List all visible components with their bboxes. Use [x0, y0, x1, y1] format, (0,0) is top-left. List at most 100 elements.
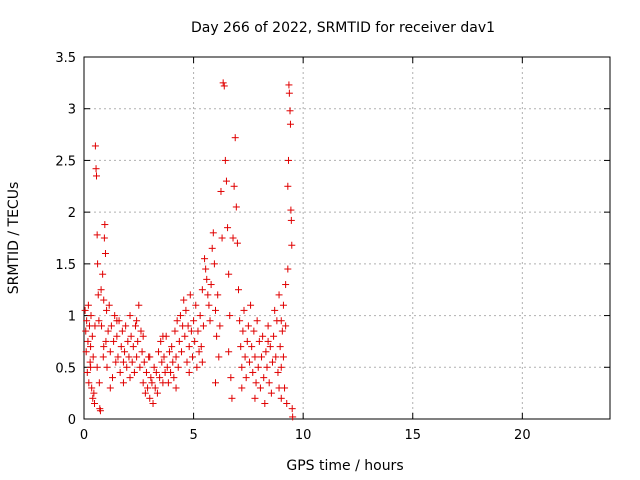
data-point	[163, 363, 171, 371]
data-point	[178, 348, 186, 356]
data-point	[139, 379, 147, 387]
data-point	[106, 348, 114, 356]
data-point	[175, 337, 183, 345]
data-point	[235, 286, 243, 294]
data-point	[139, 332, 147, 340]
data-point	[82, 348, 90, 356]
data-point	[282, 322, 290, 330]
data-point	[250, 327, 258, 335]
data-point	[277, 363, 285, 371]
data-point	[155, 348, 163, 356]
data-point	[113, 317, 121, 325]
data-point	[133, 317, 141, 325]
data-point	[256, 384, 264, 392]
data-point	[229, 234, 237, 242]
data-point	[119, 358, 127, 366]
data-point	[276, 343, 284, 351]
y-tick-label: 2.5	[55, 154, 76, 169]
data-point	[173, 317, 181, 325]
data-point	[146, 394, 154, 402]
data-point	[88, 332, 96, 340]
data-point	[127, 332, 135, 340]
data-point	[244, 322, 252, 330]
data-point	[112, 358, 120, 366]
data-point	[268, 358, 276, 366]
data-point	[83, 317, 91, 325]
data-point	[287, 216, 295, 224]
data-point	[164, 379, 172, 387]
data-point	[286, 107, 294, 115]
data-point	[288, 241, 296, 249]
data-point	[270, 332, 278, 340]
data-point	[97, 286, 105, 294]
data-point	[142, 368, 150, 376]
data-point	[255, 337, 263, 345]
data-point	[123, 363, 131, 371]
data-point	[230, 182, 238, 190]
data-point	[87, 343, 95, 351]
data-point	[267, 389, 275, 397]
data-point	[148, 379, 156, 387]
data-point	[263, 363, 271, 371]
plot-frame	[83, 56, 611, 420]
data-point	[261, 399, 269, 407]
data-point	[84, 301, 92, 309]
data-points	[81, 79, 297, 421]
data-point	[262, 348, 270, 356]
data-point	[283, 399, 291, 407]
data-point	[232, 203, 240, 211]
data-point	[187, 327, 195, 335]
data-point	[91, 322, 99, 330]
data-point	[101, 221, 109, 229]
data-point	[216, 322, 224, 330]
data-point	[105, 301, 113, 309]
data-point	[248, 343, 256, 351]
data-point	[201, 255, 209, 263]
data-point	[116, 368, 124, 376]
data-point	[236, 317, 244, 325]
data-point	[146, 353, 154, 361]
data-point	[174, 363, 182, 371]
data-point	[88, 384, 96, 392]
data-point	[217, 187, 225, 195]
y-tick-label: 1	[68, 310, 76, 325]
y-tick-label: 3.5	[55, 51, 76, 66]
data-point	[288, 405, 296, 413]
data-point	[144, 384, 152, 392]
data-point	[181, 332, 189, 340]
data-point	[159, 332, 167, 340]
data-point	[96, 407, 104, 415]
data-point	[218, 234, 226, 242]
data-point	[104, 327, 112, 335]
data-point	[227, 374, 235, 382]
data-point	[106, 384, 114, 392]
data-point	[196, 312, 204, 320]
chart-title: Day 266 of 2022, SRMTID for receiver dav…	[191, 20, 495, 36]
data-point	[210, 260, 218, 268]
data-point	[237, 343, 245, 351]
data-point	[213, 332, 221, 340]
data-point	[95, 379, 103, 387]
data-point	[100, 296, 108, 304]
data-point	[132, 322, 140, 330]
data-point	[225, 348, 233, 356]
data-point	[274, 368, 282, 376]
data-point	[176, 312, 184, 320]
data-point	[194, 327, 202, 335]
data-point	[122, 322, 130, 330]
data-point	[89, 353, 97, 361]
x-tick-label: 10	[295, 428, 312, 443]
data-point	[130, 368, 138, 376]
data-point	[208, 244, 216, 252]
data-point	[251, 353, 259, 361]
data-point	[172, 353, 180, 361]
data-point	[259, 332, 267, 340]
data-point	[151, 384, 159, 392]
data-point	[203, 275, 211, 283]
data-point	[258, 353, 266, 361]
data-point	[128, 358, 136, 366]
data-point	[108, 374, 116, 382]
data-point	[285, 81, 293, 89]
data-point	[99, 353, 107, 361]
data-point	[275, 291, 283, 299]
